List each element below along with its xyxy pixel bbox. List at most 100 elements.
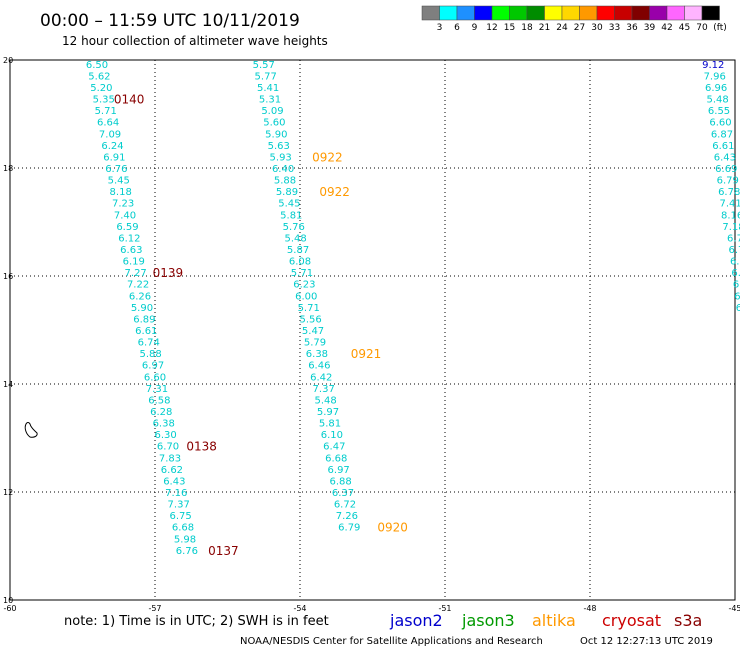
wave-height-value: 6.96 [705, 83, 727, 94]
wave-height-value: 6.26 [129, 291, 151, 302]
legend-jason3: jason3 [461, 611, 515, 630]
latitude-tick-label: 14 [3, 380, 13, 389]
colorbar-unit-label: (ft) [713, 23, 727, 33]
wave-height-value: 7.41 [720, 199, 740, 210]
wave-height-value: 6.19 [123, 256, 145, 267]
colorbar-swatch [596, 5, 615, 21]
wave-height-value: 6.24 [101, 141, 123, 152]
wave-height-value: 6.60 [144, 372, 166, 383]
colorbar-swatch [561, 5, 580, 21]
wave-height-value: 5.97 [317, 407, 339, 418]
pass-time-label: 0140 [114, 92, 145, 106]
wave-height-value: 5.71 [291, 268, 313, 279]
wave-height-value: 6.30 [155, 430, 177, 441]
pass-time-label: 0920 [377, 521, 408, 535]
wave-height-value: 6.9 [736, 303, 740, 314]
wave-height-value: 6.00 [295, 291, 317, 302]
wave-height-value: 8.16 [721, 210, 740, 221]
wave-height-value: 5.35 [93, 94, 115, 105]
wave-height-value: 5.90 [265, 129, 287, 140]
wave-height-value: 7.37 [168, 499, 190, 510]
colorbar-tick-label: 27 [574, 23, 585, 33]
wave-height-value: 5.89 [276, 187, 298, 198]
wave-height-value: 6.76 [176, 546, 198, 557]
wave-height-value: 6.68 [325, 453, 347, 464]
latitude-tick-label: 18 [3, 164, 13, 173]
axis-labels: -60 -57 -54 -51 -48 -45 20 18 16 14 12 10 [3, 56, 740, 613]
wave-height-value: 6.7 [728, 245, 740, 256]
wave-height-value: 6.10 [321, 430, 343, 441]
wave-height-value: 6.58 [148, 396, 170, 407]
wave-height-value: 5.81 [280, 210, 302, 221]
island-outline [24, 422, 38, 438]
wave-height-value: 7.18 [722, 222, 740, 233]
colorbar-tick-label: 42 [661, 23, 672, 33]
wave-height-value: 5.90 [131, 303, 153, 314]
pass-time-label: 0922 [312, 151, 343, 165]
wave-height-value: 6.55 [708, 106, 730, 117]
wave-height-value: 6.78 [718, 187, 740, 198]
altimeter-track: 5.575.775.415.315.095.605.905.635.936.40… [253, 60, 408, 535]
wave-height-value: 6.28 [150, 407, 172, 418]
colorbar-tick-label: 33 [609, 23, 620, 33]
colorbar-swatch [649, 5, 668, 21]
colorbar-swatch [579, 5, 598, 21]
wave-height-value: 6.46 [308, 361, 330, 372]
longitude-tick-label: -48 [583, 604, 596, 613]
wave-height-value: 6.08 [289, 256, 311, 267]
wave-height-value: 5.48 [314, 396, 336, 407]
wave-height-value: 6.61 [135, 326, 157, 337]
wave-height-value: 5.57 [253, 60, 275, 71]
wave-height-value: 5.81 [319, 418, 341, 429]
longitude-tick-label: -51 [438, 604, 451, 613]
wave-height-value: 6.97 [142, 361, 164, 372]
generated-timestamp: Oct 12 12:27:13 UTC 2019 [580, 636, 713, 647]
colorbar-tick-label: 39 [644, 23, 656, 33]
wave-height-value: 6.43 [163, 477, 185, 488]
wave-height-value: 5.88 [140, 349, 162, 360]
wave-height-value: 6.40 [272, 164, 294, 175]
wave-height-value: 6.91 [103, 153, 125, 164]
colorbar-swatch [474, 5, 493, 21]
pass-time-label: 0139 [153, 266, 184, 280]
wave-height-value: 5.98 [174, 534, 196, 545]
wave-height-value: 6.62 [161, 465, 183, 476]
colorbar-tick-label: 6 [454, 23, 460, 33]
wave-height-value: 7.37 [313, 384, 335, 395]
legend-cryosat: cryosat [602, 611, 661, 630]
wave-height-value: 6.7 [727, 234, 740, 245]
wave-height-value: 6.68 [172, 523, 194, 534]
wave-height-value: 6.79 [338, 523, 360, 534]
wave-height-value: 5.45 [108, 175, 130, 186]
wave-height-value: 6.43 [714, 153, 736, 164]
wave-height-value: 6.75 [169, 511, 191, 522]
wave-height-value: 7.40 [114, 210, 136, 221]
wave-height-value: 5.71 [95, 106, 117, 117]
wave-height-value: 6.69 [715, 164, 737, 175]
pass-time-label: 0138 [186, 440, 217, 454]
wave-height-value: 5.48 [285, 234, 307, 245]
page-subtitle: 12 hour collection of altimeter wave hei… [62, 34, 328, 48]
wave-height-value: 6.61 [712, 141, 734, 152]
wave-height-value: 8.18 [110, 187, 132, 198]
colorbar-swatch [439, 5, 458, 21]
wave-height-value: 5.20 [90, 83, 112, 94]
wave-height-value: 7.27 [125, 268, 147, 279]
colorbar-tick-label: 24 [556, 23, 568, 33]
wave-height-value: 6.74 [138, 337, 160, 348]
colorbar-swatch [701, 5, 720, 21]
wave-height-value: 6.88 [329, 477, 351, 488]
wave-height-value: 6.5 [733, 280, 740, 291]
colorbar-swatch [544, 5, 563, 21]
legend-jason2: jason2 [389, 611, 443, 630]
wave-height-value: 7.26 [336, 511, 358, 522]
wave-height-value: 6.1 [731, 268, 740, 279]
colorbar-tick-label: 18 [521, 23, 533, 33]
wave-height-value: 6.89 [133, 315, 155, 326]
wave-height-value: 5.45 [278, 199, 300, 210]
map-frame [9, 59, 736, 601]
colorbar-tick-label: 36 [626, 23, 638, 33]
latitude-tick-label: 16 [3, 272, 13, 281]
map-grid [9, 59, 736, 601]
